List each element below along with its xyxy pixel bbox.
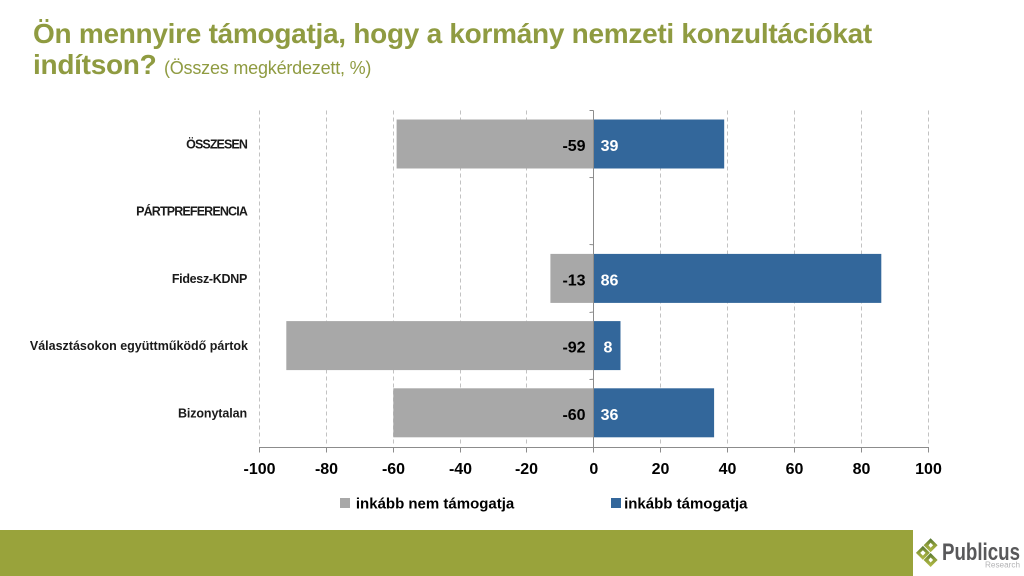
svg-text:Fidesz-KDNP: Fidesz-KDNP bbox=[172, 272, 247, 286]
svg-text:PÁRTPREFERENCIA: PÁRTPREFERENCIA bbox=[136, 204, 248, 219]
svg-text:-100: -100 bbox=[243, 461, 275, 478]
svg-text:40: 40 bbox=[719, 461, 737, 478]
svg-text:36: 36 bbox=[601, 407, 619, 424]
svg-text:Research: Research bbox=[985, 561, 1020, 570]
svg-text:39: 39 bbox=[601, 138, 619, 155]
svg-text:-60: -60 bbox=[382, 461, 405, 478]
svg-text:Választásokon együttműködő pár: Választásokon együttműködő pártok bbox=[30, 339, 248, 353]
svg-text:80: 80 bbox=[853, 461, 871, 478]
svg-text:-92: -92 bbox=[562, 340, 585, 357]
svg-text:-80: -80 bbox=[315, 461, 338, 478]
svg-text:-20: -20 bbox=[515, 461, 538, 478]
svg-text:100: 100 bbox=[915, 461, 942, 478]
svg-text:60: 60 bbox=[786, 461, 804, 478]
svg-text:inkább támogatja: inkább támogatja bbox=[624, 495, 748, 512]
svg-text:86: 86 bbox=[601, 272, 619, 289]
svg-text:20: 20 bbox=[652, 461, 670, 478]
svg-text:-59: -59 bbox=[562, 138, 585, 155]
svg-text:0: 0 bbox=[589, 461, 598, 478]
svg-text:-40: -40 bbox=[449, 461, 472, 478]
svg-text:8: 8 bbox=[604, 340, 613, 357]
svg-text:-60: -60 bbox=[562, 407, 585, 424]
svg-text:-13: -13 bbox=[562, 272, 585, 289]
svg-text:ÖSSZESEN: ÖSSZESEN bbox=[186, 137, 248, 152]
svg-text:Publicus: Publicus bbox=[942, 539, 1020, 566]
svg-text:inkább nem támogatja: inkább nem támogatja bbox=[356, 495, 515, 512]
svg-text:Bizonytalan: Bizonytalan bbox=[178, 406, 247, 420]
